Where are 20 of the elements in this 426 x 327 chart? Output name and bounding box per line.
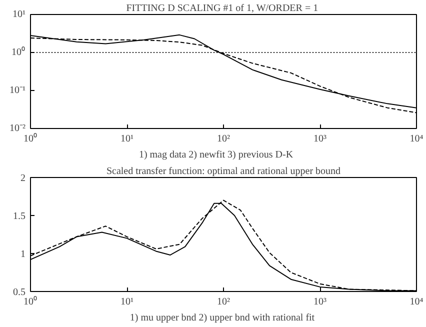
y-tick-label: 10¹ [12, 9, 26, 20]
y-tick-label: 1.5 [13, 211, 26, 222]
y-tick-label: 10⁻² [10, 123, 26, 134]
x-axis-title: 1) mag data 2) newfit 3) previous D-K [138, 150, 294, 160]
x-tick-label: 10³ [314, 134, 326, 144]
x-tick-label: 10² [217, 134, 230, 144]
x-tick-label: 10¹ [120, 134, 134, 144]
x-tick-label: 10⁴ [410, 134, 424, 144]
x-tick-label: 10² [217, 296, 230, 308]
y-tick-label: 10⁰ [12, 46, 26, 58]
x-tick-label: 10¹ [120, 296, 134, 308]
y-tick-label: 1 [20, 249, 26, 260]
chart-title: Scaled transfer function: optimal and rational upper bound [106, 166, 341, 177]
y-tick-label: 0.5 [13, 287, 26, 298]
y-tick-label: 2 [20, 173, 26, 184]
chart-title: FITTING D SCALING #1 of 1, W/ORDER = 1 [126, 3, 318, 14]
y-tick-label: 10⁻¹ [10, 85, 26, 96]
x-tick-label: 10⁴ [410, 296, 424, 308]
x-tick-label: 10³ [314, 296, 326, 308]
x-axis-title: 1) mu upper bnd 2) upper bnd with rational fit [130, 312, 315, 324]
